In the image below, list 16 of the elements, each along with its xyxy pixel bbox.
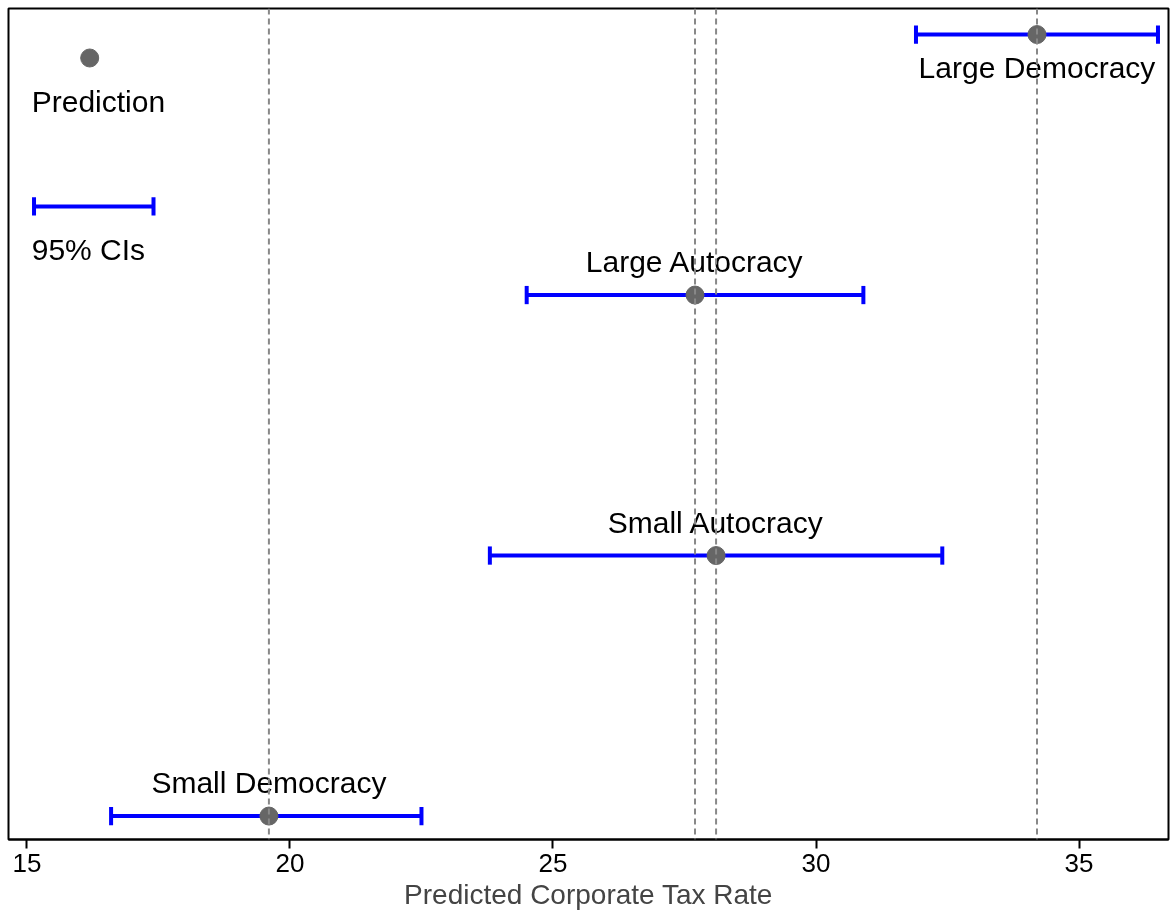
x-tick-label: 30 [801,847,831,878]
x-tick-label: 15 [12,847,42,878]
point [685,285,705,305]
legend-label: Prediction [31,84,166,118]
point [1027,25,1047,45]
point [259,806,279,826]
annotation: Small Autocracy [607,505,823,539]
x-tick-label: 25 [538,847,568,878]
x-axis-title: Predicted Corporate Tax Rate [404,878,773,910]
annotation: Small Democracy [151,766,387,800]
annotation: 95% CIs [31,233,146,267]
x-tick-label: 20 [275,847,305,878]
annotation: Large Autocracy [585,245,803,279]
annotation: Large Democracy [918,51,1156,85]
point [706,546,726,566]
x-tick-label: 35 [1064,847,1094,878]
